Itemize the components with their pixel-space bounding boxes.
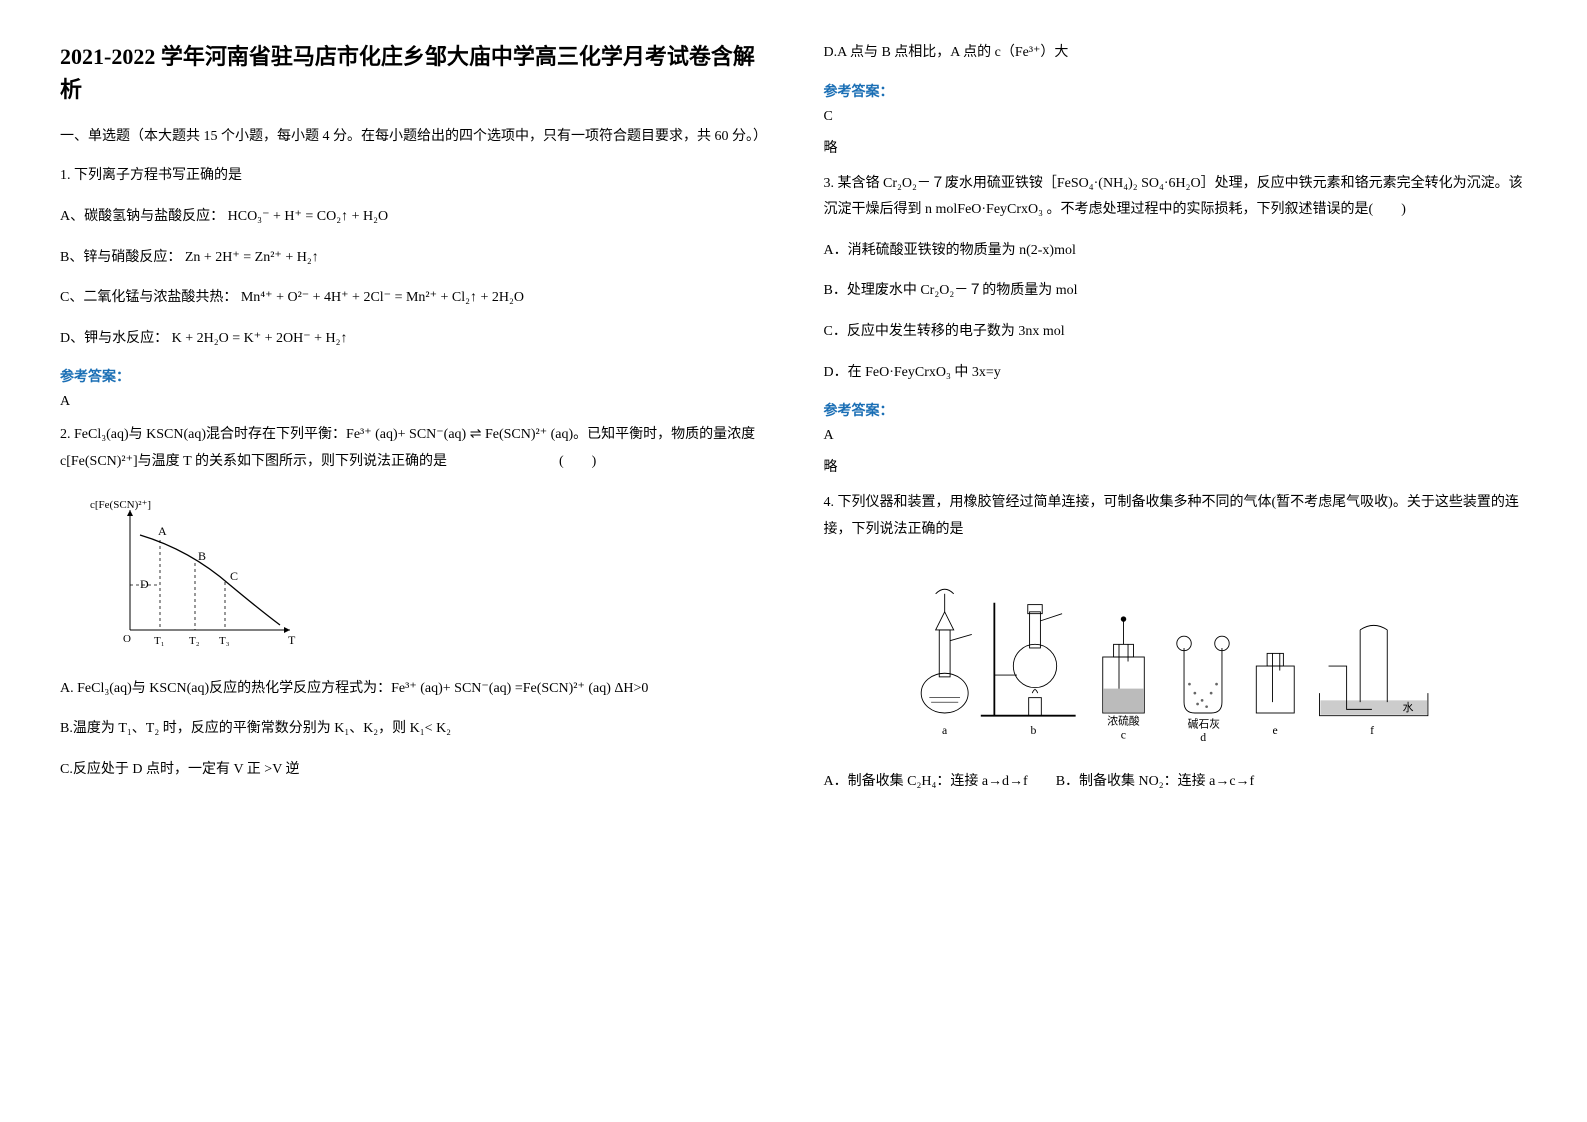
q3-answer-label: 参考答案： [824, 400, 1528, 420]
q1-option-b: B、锌与硝酸反应： Zn + 2H⁺ = Zn²⁺ + H₂↑ [60, 245, 764, 272]
q4-stem: 4. 下列仪器和装置，用橡胶管经过简单连接，可制备收集多种不同的气体(暂不考虑尾… [824, 490, 1528, 543]
chart-origin: O [123, 633, 131, 645]
q1-a-eq: HCO₃⁻ + H⁺ = CO₂↑ + H₂O [228, 209, 388, 224]
q1-a-pre: A、碳酸氢钠与盐酸反应： [60, 209, 224, 224]
chart-point-c: C [230, 569, 238, 583]
label-e: e [1273, 724, 1278, 737]
tube-d-icon [1177, 637, 1229, 714]
q4-option-ab: A．制备收集 C₂H₄：连接 a→d→f B．制备收集 NO₂：连接 a→c→f [824, 769, 1528, 796]
label-b: b [1031, 724, 1037, 737]
q3-option-c: C．反应中发生转移的电子数为 3nx mol [824, 319, 1528, 346]
q1-option-d: D、钾与水反应： K + 2H₂O = K⁺ + 2OH⁻ + H₂↑ [60, 326, 764, 353]
tube-d-text: 碱石灰 [1188, 717, 1221, 731]
q1-stem: 1. 下列离子方程书写正确的是 [60, 163, 764, 190]
q2-option-a: A. FeCl₃(aq)与 KSCN(aq)反应的热化学反应方程式为：Fe³⁺ … [60, 676, 764, 703]
q1-d-pre: D、钾与水反应： [60, 331, 168, 346]
section-one-head: 一、单选题（本大题共 15 个小题，每小题 4 分。在每小题给出的四个选项中，只… [60, 126, 764, 148]
q2-answer: C [824, 109, 1528, 125]
q3-option-b: B．处理废水中 Cr₂O₂－７的物质量为 mol [824, 278, 1528, 305]
q2-option-d: D.A 点与 B 点相比，A 点的 c（Fe³⁺）大 [824, 40, 1528, 67]
q2-omit: 略 [824, 137, 1528, 157]
left-column: 2021-2022 学年河南省驻马店市化庄乡邹大庙中学高三化学月考试卷含解析 一… [60, 40, 764, 810]
chart-tick-t2: T₂ [189, 635, 200, 647]
label-c: c [1121, 729, 1126, 742]
exam-title: 2021-2022 学年河南省驻马店市化庄乡邹大庙中学高三化学月考试卷含解析 [60, 40, 764, 106]
bottle-c-text: 浓硫酸 [1108, 714, 1141, 728]
q4-apparatus: a b [895, 557, 1455, 757]
chart-tick-t1: T₁ [154, 635, 165, 647]
chart-point-a: A [158, 524, 167, 538]
q1-c-eq: Mn⁴⁺ + O²⁻ + 4H⁺ + 2Cl⁻ = Mn²⁺ + Cl₂↑ + … [241, 290, 524, 305]
label-a: a [942, 724, 948, 737]
q3-stem: 3. 某含铬 Cr₂O₂－７废水用硫亚铁铵［FeSO₄·(NH₄)₂ SO₄·6… [824, 171, 1528, 224]
q1-answer-label: 参考答案： [60, 366, 764, 386]
q1-answer: A [60, 394, 764, 410]
water-text: 水 [1403, 702, 1414, 715]
right-column: D.A 点与 B 点相比，A 点的 c（Fe³⁺）大 参考答案： C 略 3. … [824, 40, 1528, 810]
q1-b-pre: B、锌与硝酸反应： [60, 250, 181, 265]
label-d: d [1201, 731, 1207, 744]
q2-chart: A B C D T₁ T₂ T₃ O T c[Fe(SCN)²⁺] [90, 490, 310, 660]
chart-point-d: D [140, 577, 149, 591]
q3-option-a: A．消耗硫酸亚铁铵的物质量为 n(2-x)mol [824, 238, 1528, 265]
q2-answer-label: 参考答案： [824, 81, 1528, 101]
q1-b-eq: Zn + 2H⁺ = Zn²⁺ + H₂↑ [185, 250, 319, 265]
q3-omit: 略 [824, 456, 1528, 476]
q1-option-a: A、碳酸氢钠与盐酸反应： HCO₃⁻ + H⁺ = CO₂↑ + H₂O [60, 204, 764, 231]
q2-stem: 2. FeCl₃(aq)与 KSCN(aq)混合时存在下列平衡：Fe³⁺ (aq… [60, 422, 764, 475]
q2-option-c: C.反应处于 D 点时，一定有 V 正 >V 逆 [60, 757, 764, 784]
chart-point-b: B [198, 549, 206, 563]
label-f: f [1370, 724, 1374, 737]
q1-option-c: C、二氧化锰与浓盐酸共热： Mn⁴⁺ + O²⁻ + 4H⁺ + 2Cl⁻ = … [60, 285, 764, 312]
q2-option-b: B.温度为 T₁、T₂ 时，反应的平衡常数分别为 K₁、K₂，则 K₁< K₂ [60, 716, 764, 743]
bottle-c-icon [1103, 617, 1145, 714]
q3-answer: A [824, 428, 1528, 444]
chart-x-label: T [288, 633, 296, 647]
bottle-e-icon [1257, 654, 1295, 714]
flask-b-icon [981, 603, 1076, 716]
q1-c-pre: C、二氧化锰与浓盐酸共热： [60, 290, 237, 305]
flask-a-icon [921, 590, 972, 714]
chart-tick-t3: T₃ [219, 635, 230, 647]
chart-y-label: c[Fe(SCN)²⁺] [90, 499, 151, 511]
q1-d-eq: K + 2H₂O = K⁺ + 2OH⁻ + H₂↑ [172, 331, 348, 346]
q3-option-d: D．在 FeO·FeyCrxO₃ 中 3x=y [824, 360, 1528, 387]
